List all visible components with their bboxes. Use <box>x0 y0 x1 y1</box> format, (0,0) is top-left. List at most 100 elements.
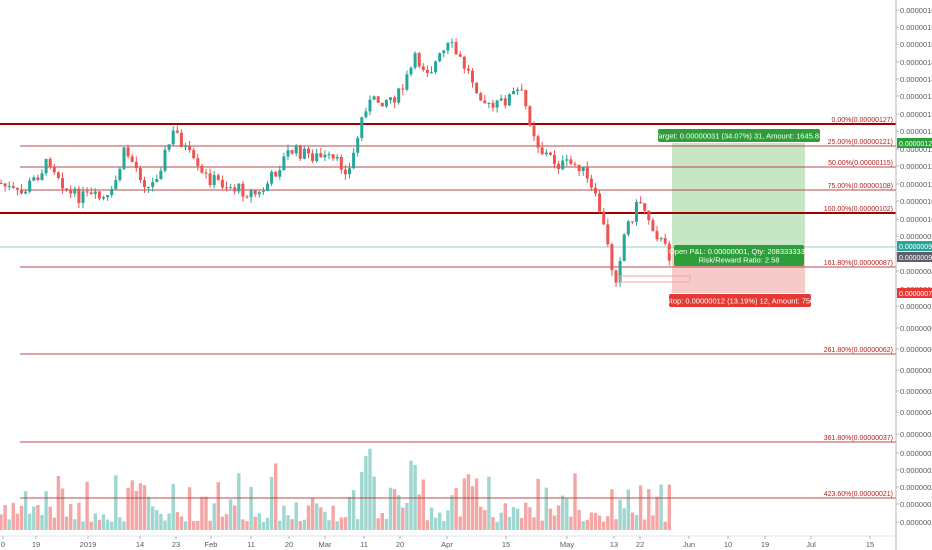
candle-body <box>208 173 212 186</box>
volume-bar <box>110 521 114 530</box>
candle-body <box>143 180 146 188</box>
price-tick-label: 0.00000057 <box>900 366 932 375</box>
candle-body <box>401 88 405 90</box>
candle-body <box>635 202 638 222</box>
candle-body <box>61 178 64 189</box>
volume-bar <box>450 495 454 530</box>
candle-body <box>553 154 556 164</box>
candle-body <box>28 180 32 192</box>
volume-bar <box>315 503 319 530</box>
candle-body <box>343 169 347 175</box>
time-tick-label: 11 <box>360 540 368 549</box>
volume-bar <box>339 517 343 530</box>
stop-label-box[interactable] <box>669 294 811 307</box>
candle-body <box>270 171 274 184</box>
price-tick-label: 0.00000029 <box>900 466 932 475</box>
price-tick-label: 0.00000125 <box>900 127 932 136</box>
candle-body <box>15 187 19 190</box>
candle-body <box>585 166 589 179</box>
candle-body <box>417 53 421 67</box>
volume-bar <box>3 505 7 530</box>
volume-bar <box>372 476 376 530</box>
volume-bar <box>602 521 606 530</box>
candle-body <box>97 191 101 199</box>
volume-bar <box>409 460 413 530</box>
candle-body <box>65 188 69 190</box>
time-tick-label: 13 <box>610 540 618 549</box>
price-tag-label: 0.00000092 <box>899 244 932 251</box>
volume-bar <box>105 519 110 530</box>
volume-bar <box>331 505 335 530</box>
candle-body <box>253 190 257 195</box>
profit-zone[interactable] <box>672 143 805 247</box>
candle-body <box>524 90 528 107</box>
price-tag-current <box>897 252 932 262</box>
candle-body <box>434 61 438 73</box>
candle-body <box>261 191 265 193</box>
candle-body <box>134 161 138 169</box>
candle-body <box>204 172 208 174</box>
volume-bar <box>520 518 524 530</box>
volume-bar <box>249 486 253 530</box>
candle-body <box>36 177 40 180</box>
candle-body <box>364 111 368 118</box>
candle-body <box>319 153 323 158</box>
price-tag-last <box>897 241 932 251</box>
price-tick-label: 0.00000140 <box>900 75 932 84</box>
volume-bar <box>515 508 520 530</box>
candle-body <box>302 148 306 159</box>
target-label-box[interactable] <box>658 129 820 142</box>
volume-bar <box>171 483 175 530</box>
volume-bar <box>343 517 348 530</box>
volume-bar <box>474 478 479 530</box>
volume-bar <box>97 519 102 530</box>
volume-bar <box>56 475 61 530</box>
volume-bar <box>479 506 483 530</box>
candle-body <box>179 132 183 148</box>
volume-bar <box>85 481 89 530</box>
volume-bar <box>663 521 667 530</box>
volume-bar <box>245 521 249 530</box>
volume-bar <box>32 506 36 530</box>
candle-body <box>475 82 479 94</box>
candle-body <box>282 156 286 171</box>
candle-body <box>200 165 204 173</box>
candle-body <box>548 152 552 155</box>
time-tick-label: Jun <box>683 540 695 549</box>
candle-body <box>557 163 561 169</box>
volume-bar <box>167 513 171 530</box>
price-axis-bg <box>896 0 932 550</box>
candle-body <box>130 156 134 162</box>
candle-body <box>335 157 339 159</box>
price-tick-label: 0.00000110 <box>900 180 932 189</box>
price-tag-label: 0.00000122 <box>899 141 932 148</box>
volume-bar <box>118 517 122 530</box>
candle-body <box>495 100 499 108</box>
pnl-label-box[interactable] <box>674 245 804 266</box>
risk-reward-label: Risk/Reward Ratio: 2.58 <box>699 256 780 265</box>
candle-body <box>405 74 409 90</box>
candle-body <box>594 187 597 194</box>
volume-bar <box>52 517 56 530</box>
volume-bar <box>491 517 495 530</box>
candle-body <box>40 173 44 180</box>
candle-body <box>536 136 540 148</box>
candle-body <box>3 183 7 187</box>
volume-bar <box>638 485 643 530</box>
volume-bar <box>388 487 393 530</box>
candle-body <box>163 149 167 171</box>
candle-body <box>216 175 220 180</box>
volume-bar <box>360 471 364 530</box>
volume-bar <box>413 464 417 530</box>
volume-bar <box>528 507 532 530</box>
candle-body <box>573 163 577 165</box>
volume-bar <box>306 505 311 530</box>
price-tick-label: 0.00000034 <box>900 449 932 458</box>
volume-bar <box>163 520 167 530</box>
price-tick-label: 0.00000045 <box>900 408 932 417</box>
candle-body <box>20 189 23 194</box>
candle-body <box>106 195 110 198</box>
price-tick-label: 0.00000155 <box>900 23 932 32</box>
time-tick-label: 15 <box>502 540 510 549</box>
